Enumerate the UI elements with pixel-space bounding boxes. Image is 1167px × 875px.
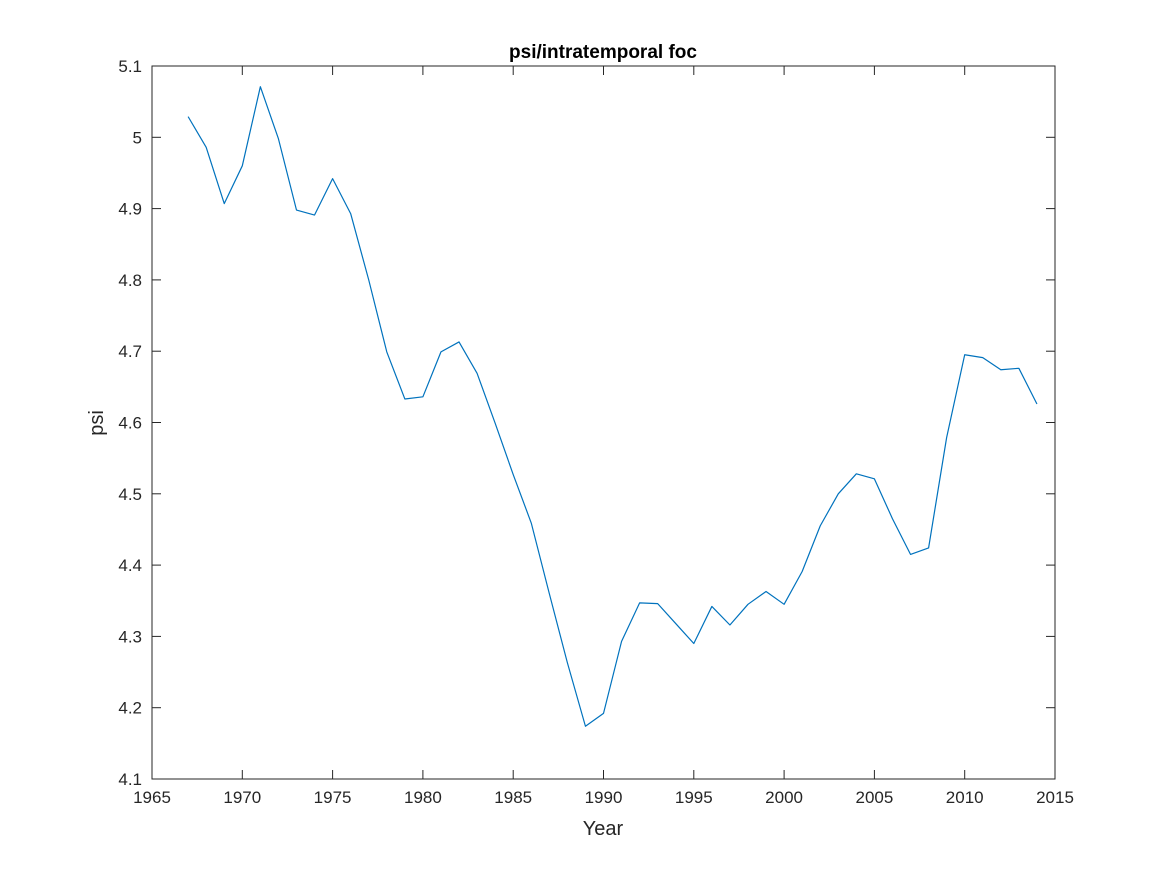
chart-title: psi/intratemporal foc: [509, 42, 697, 63]
x-tick-labels: 1965 1970 1975 1980 1985 1990 1995 2000 2005 2010…: [133, 788, 1074, 807]
x-tick-label: 2005: [855, 788, 893, 807]
x-tick-label: 1985: [494, 788, 532, 807]
y-tick-label: 4.8: [118, 271, 142, 290]
x-axis-label: Year: [583, 818, 624, 840]
y-tick-label: 4.5: [118, 485, 142, 504]
y-tick-label: 4.9: [118, 200, 142, 219]
x-tick-label: 1995: [675, 788, 713, 807]
x-tick-label: 2000: [765, 788, 803, 807]
y-tick-label: 4.7: [118, 342, 142, 361]
series-group: [187, 86, 1038, 727]
y-tick-label: 4.1: [118, 770, 142, 789]
axis-ticks: [151, 65, 1056, 780]
x-tick-label: 2015: [1036, 788, 1074, 807]
series-line: [187, 86, 1038, 727]
y-tick-label: 5: [133, 128, 142, 147]
y-tick-label: 4.6: [118, 414, 142, 433]
x-tick-label: 2010: [946, 788, 984, 807]
x-tick-label: 1980: [404, 788, 442, 807]
y-tick-label: 4.2: [118, 699, 142, 718]
x-tick-label: 1965: [133, 788, 171, 807]
y-tick-label: 5.1: [118, 57, 142, 76]
y-tick-label: 4.4: [118, 556, 142, 575]
y-tick-labels: 4.1 4.2 4.3 4.4 4.5 4.6 4.7 4.8 4.9 5 5.1: [118, 57, 142, 789]
y-axis-label: psi: [86, 410, 108, 436]
y-tick-label: 4.3: [118, 627, 142, 646]
x-tick-label: 1990: [585, 788, 623, 807]
x-tick-label: 1970: [223, 788, 261, 807]
plot-area: [151, 65, 1056, 780]
x-tick-label: 1975: [314, 788, 352, 807]
